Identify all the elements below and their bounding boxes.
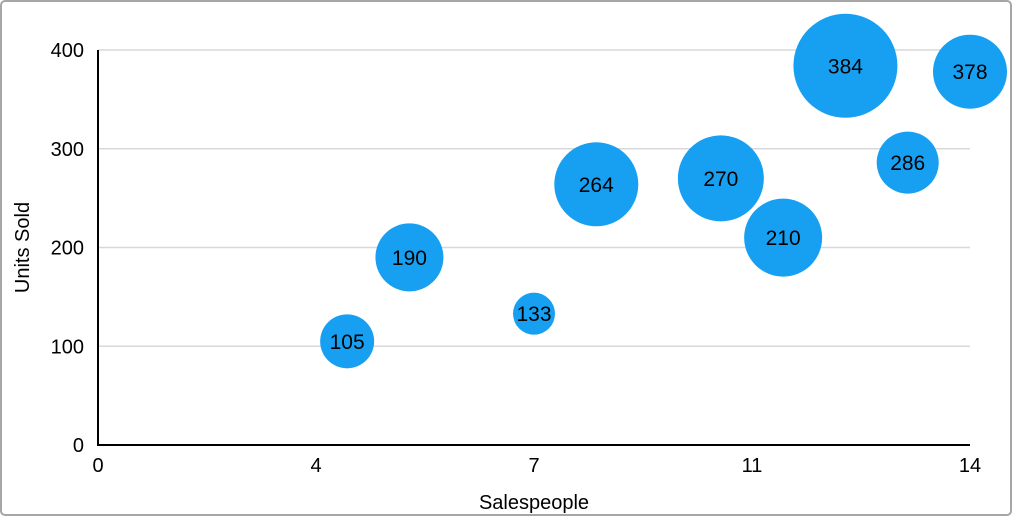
x-tick-label: 4 [310, 455, 321, 477]
y-tick-label: 200 [51, 238, 84, 260]
bubble[interactable] [933, 34, 1007, 109]
bubble[interactable] [320, 314, 375, 369]
bubble[interactable] [554, 142, 639, 227]
bubble-label: 133 [516, 303, 551, 326]
bubble[interactable] [677, 135, 764, 222]
bubble[interactable] [793, 13, 898, 118]
bubble-label: 190 [392, 247, 427, 270]
bubble-label: 378 [952, 61, 987, 84]
bubble-label: 105 [330, 331, 365, 354]
x-tick-label: 7 [528, 455, 539, 477]
bubble[interactable] [513, 292, 555, 335]
bubble-label: 210 [766, 227, 801, 250]
bubble[interactable] [744, 198, 823, 277]
x-tick-label: 0 [92, 455, 103, 477]
x-tick-label: 14 [959, 455, 981, 477]
x-tick-label: 11 [742, 455, 763, 477]
bubble-label: 286 [890, 152, 925, 175]
y-tick-label: 400 [51, 40, 84, 62]
bubble[interactable] [876, 131, 939, 194]
y-tick-label: 300 [51, 139, 84, 161]
y-tick-label: 0 [73, 435, 84, 457]
bubble-label: 384 [828, 55, 863, 78]
bubble[interactable] [375, 223, 444, 292]
x-axis-title: Salespeople [479, 492, 589, 514]
bubble-label: 270 [703, 168, 738, 191]
bubble-label: 264 [579, 174, 614, 197]
y-tick-label: 100 [51, 336, 84, 358]
y-axis-title: Units Sold [12, 202, 34, 293]
